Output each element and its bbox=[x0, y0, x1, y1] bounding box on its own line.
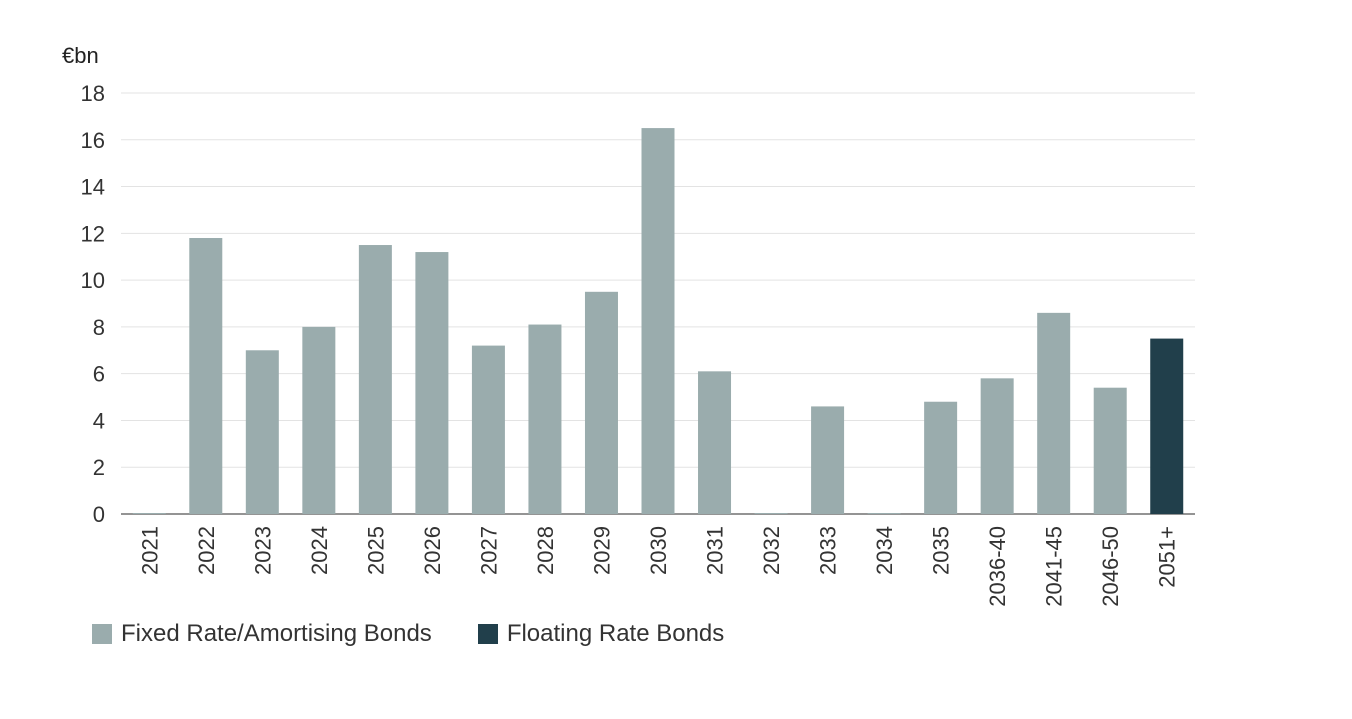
x-tick-label: 2021 bbox=[137, 526, 162, 575]
y-tick-label: 2 bbox=[93, 455, 105, 480]
bar-fixed-2026 bbox=[415, 252, 449, 515]
legend: Fixed Rate/Amortising Bonds Floating Rat… bbox=[92, 620, 724, 648]
bar-fixed-2046-50 bbox=[1093, 387, 1127, 514]
y-axis-ticks: 0 2 4 6 8 10 12 14 16 18 bbox=[81, 81, 105, 527]
legend-label-fixed: Fixed Rate/Amortising Bonds bbox=[121, 620, 432, 647]
bar-fixed-2024 bbox=[302, 326, 336, 514]
x-tick-label: 2030 bbox=[646, 526, 671, 575]
bar-fixed-2041-45 bbox=[1037, 312, 1071, 514]
x-tick-label: 2034 bbox=[872, 526, 897, 575]
bar-fixed-2023 bbox=[245, 350, 279, 514]
legend-swatch-floating bbox=[477, 624, 498, 644]
bar-fixed-2031 bbox=[698, 371, 732, 514]
x-tick-label: 2027 bbox=[476, 526, 501, 575]
y-tick-label: 0 bbox=[93, 502, 105, 527]
x-tick-label: 2026 bbox=[420, 526, 445, 575]
x-axis-ticks: 2021 2022 2023 2024 2025 2026 2027 2028 2029 2030… bbox=[137, 526, 1179, 607]
x-tick-label: 2051+ bbox=[1155, 526, 1180, 588]
x-tick-label: 2025 bbox=[363, 526, 388, 575]
x-tick-label: 2031 bbox=[703, 526, 728, 575]
x-tick-label: 2046-50 bbox=[1098, 526, 1123, 607]
legend-item-floating: Floating Rate Bonds bbox=[477, 620, 725, 648]
y-tick-label: 8 bbox=[93, 315, 105, 340]
x-tick-label: 2036-40 bbox=[985, 526, 1010, 607]
legend-label-floating: Floating Rate Bonds bbox=[506, 620, 725, 647]
x-tick-label: 2023 bbox=[250, 526, 275, 575]
bar-fixed-2030 bbox=[641, 128, 675, 515]
bar-fixed-2036-40 bbox=[980, 378, 1014, 514]
bar-fixed-2029 bbox=[584, 291, 618, 514]
bar-fixed-2025 bbox=[358, 245, 392, 514]
bar-fixed-2035 bbox=[924, 401, 958, 514]
bar-floating-2051+ bbox=[1150, 338, 1184, 514]
y-axis-unit-label: €bn bbox=[62, 43, 99, 68]
y-tick-label: 16 bbox=[81, 128, 105, 153]
x-tick-label: 2028 bbox=[533, 526, 558, 575]
bar-fixed-2028 bbox=[528, 324, 562, 514]
x-tick-label: 2032 bbox=[759, 526, 784, 575]
y-tick-label: 4 bbox=[93, 408, 105, 433]
x-tick-label: 2035 bbox=[929, 526, 954, 575]
legend-item-fixed: Fixed Rate/Amortising Bonds bbox=[92, 620, 432, 648]
x-tick-label: 2029 bbox=[589, 526, 614, 575]
x-tick-label: 2024 bbox=[307, 526, 332, 575]
bar-fixed-2022 bbox=[189, 238, 223, 514]
legend-swatch-fixed bbox=[92, 624, 112, 644]
x-tick-label: 2033 bbox=[816, 526, 841, 575]
x-tick-label: 2041-45 bbox=[1042, 526, 1067, 607]
y-tick-label: 14 bbox=[81, 175, 105, 200]
x-tick-label: 2022 bbox=[194, 526, 219, 575]
bar-fixed-2027 bbox=[471, 345, 505, 514]
y-tick-label: 18 bbox=[81, 81, 105, 106]
y-tick-label: 6 bbox=[93, 362, 105, 387]
bars bbox=[132, 128, 1184, 515]
y-tick-label: 10 bbox=[81, 268, 105, 293]
bar-fixed-2033 bbox=[811, 406, 845, 514]
y-tick-label: 12 bbox=[81, 221, 105, 246]
